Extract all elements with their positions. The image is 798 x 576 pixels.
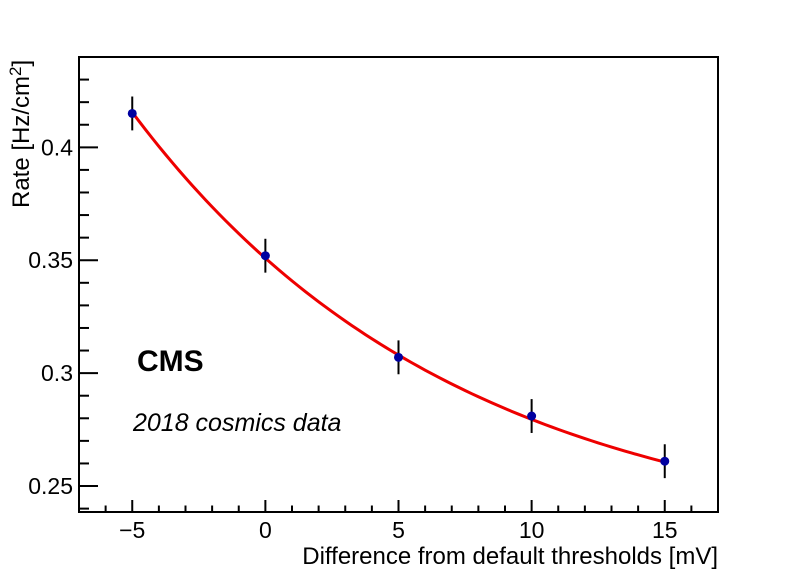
y-tick-label: 0.35	[28, 247, 73, 273]
x-axis-title: Difference from default thresholds [mV]	[302, 543, 718, 570]
x-tick-label: 10	[519, 517, 545, 543]
data-point	[127, 108, 137, 118]
cms-label: CMS	[137, 345, 204, 378]
data-point	[527, 411, 537, 421]
x-tick-label: 15	[652, 517, 678, 543]
data-point	[660, 456, 670, 466]
y-axis-title: Rate [Hz/cm2]	[6, 59, 35, 208]
dataset-label: 2018 cosmics data	[133, 409, 342, 437]
y-tick-label: 0.25	[28, 473, 73, 499]
x-tick-label: −5	[119, 517, 145, 543]
y-axis-title-superscript: 2	[6, 66, 25, 76]
y-tick-label: 0.3	[41, 360, 73, 386]
y-axis-title-bracket: ]	[8, 59, 35, 67]
data-point	[260, 251, 270, 261]
x-tick-label: 5	[392, 517, 405, 543]
x-tick-label: 0	[259, 517, 272, 543]
y-tick-label: 0.4	[41, 134, 73, 160]
data-point	[394, 352, 403, 362]
y-axis-title-text: Rate [Hz/cm	[8, 75, 35, 208]
plot-frame	[78, 56, 719, 513]
